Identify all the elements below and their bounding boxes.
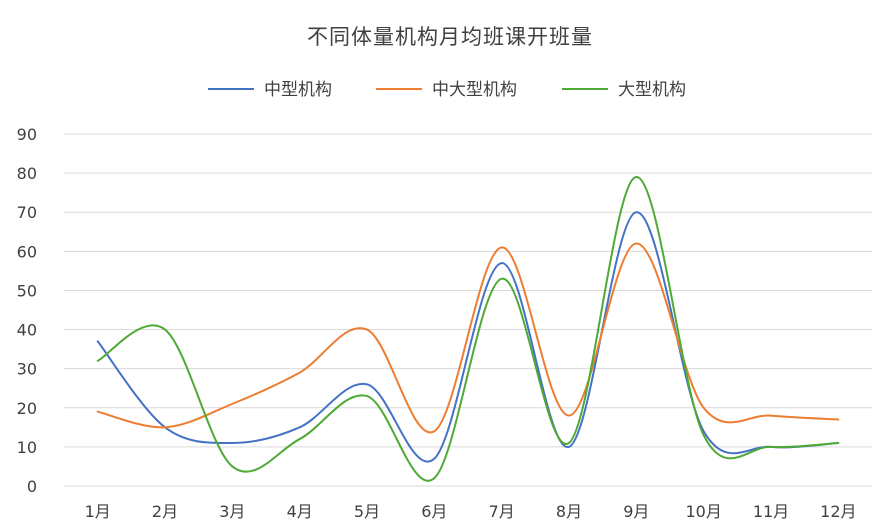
legend-label: 中大型机构 xyxy=(432,80,517,100)
legend-label: 大型机构 xyxy=(618,80,686,100)
x-tick-label: 10月 xyxy=(685,502,721,521)
legend-label: 中型机构 xyxy=(264,80,332,100)
x-tick-label: 1月 xyxy=(85,502,111,521)
chart-title: 不同体量机构月均班课开班量 xyxy=(307,25,593,49)
x-tick-label: 7月 xyxy=(489,502,515,521)
x-axis-labels: 1月 2月 3月 4月 5月 6月 7月 8月 9月 10月 11月 12月 xyxy=(85,502,857,521)
x-tick-label: 8月 xyxy=(556,502,582,521)
series-line-2 xyxy=(96,242,840,434)
x-tick-label: 2月 xyxy=(152,502,178,521)
y-tick-label: 50 xyxy=(17,281,37,300)
y-tick-label: 90 xyxy=(17,125,37,144)
y-axis-labels: 0 10 20 30 40 50 60 70 80 90 xyxy=(17,125,37,496)
x-tick-label: 9月 xyxy=(623,502,649,521)
y-tick-label: 80 xyxy=(17,164,37,183)
y-tick-label: 40 xyxy=(17,321,37,340)
x-tick-label: 12月 xyxy=(820,502,856,521)
y-tick-label: 30 xyxy=(17,360,37,379)
x-tick-label: 4月 xyxy=(287,502,313,521)
x-tick-label: 6月 xyxy=(421,502,447,521)
legend: 中型机构 中大型机构 大型机构 xyxy=(208,80,686,100)
y-tick-label: 10 xyxy=(17,438,37,457)
x-tick-label: 3月 xyxy=(219,502,245,521)
y-tick-label: 70 xyxy=(17,203,37,222)
gridlines xyxy=(64,133,872,487)
y-tick-label: 20 xyxy=(17,399,37,418)
series-line-3 xyxy=(96,176,840,482)
y-tick-label: 0 xyxy=(27,477,37,496)
x-tick-label: 5月 xyxy=(354,502,380,521)
y-tick-label: 60 xyxy=(17,242,37,261)
series-lines xyxy=(96,176,840,482)
x-tick-label: 11月 xyxy=(753,502,789,521)
